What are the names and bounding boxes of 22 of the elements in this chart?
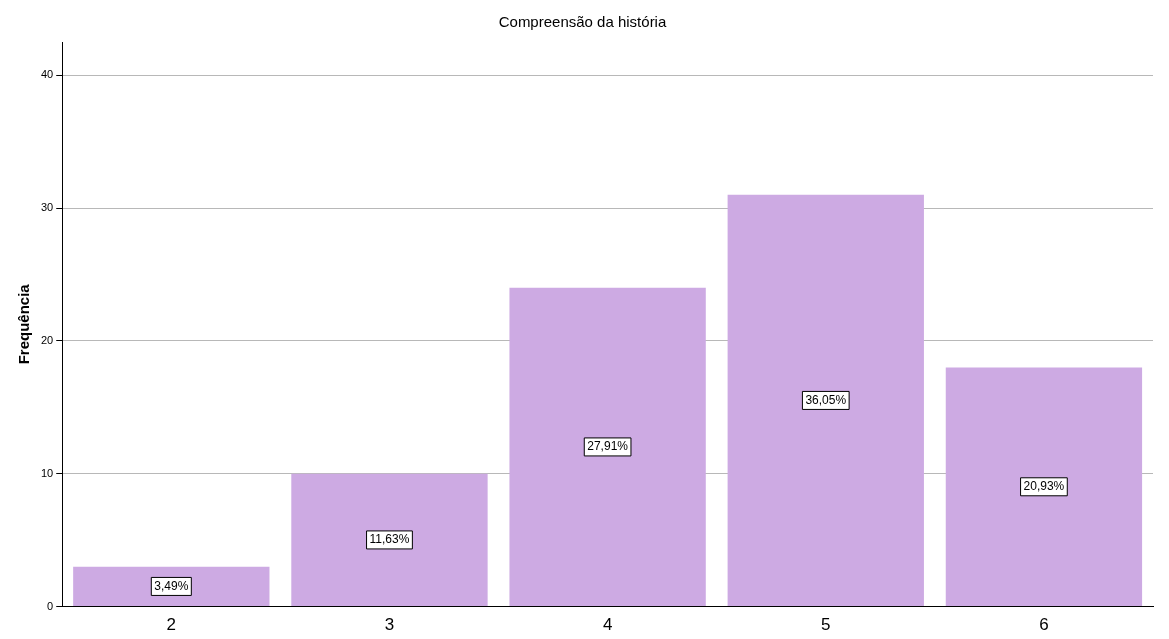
bar	[945, 367, 1143, 607]
annotation: 36,05%	[805, 392, 847, 407]
y-tick-label: 0	[47, 599, 54, 612]
y-tick-label: 40	[40, 68, 54, 81]
x-tick-label: 6	[1039, 615, 1049, 635]
annotation: 27,91%	[587, 439, 629, 454]
x-tick-label: 2	[166, 615, 177, 635]
bar	[73, 566, 270, 607]
bar	[509, 287, 706, 607]
x-tick-label: 4	[602, 615, 613, 635]
annotation: 11,63%	[369, 532, 410, 547]
y-tick-label: 20	[40, 333, 54, 346]
x-tick-label: 3	[384, 615, 395, 635]
bar	[727, 194, 924, 607]
chart-title: Compreensão da história	[498, 13, 667, 31]
x-tick-label: 5	[821, 615, 831, 635]
y-axis-title: Frequência	[15, 283, 33, 365]
bar	[291, 473, 488, 607]
annotation: 3,49%	[154, 578, 189, 593]
y-tick-label: 30	[40, 201, 54, 214]
y-tick-label: 10	[40, 466, 54, 479]
annotation: 20,93%	[1023, 479, 1065, 494]
